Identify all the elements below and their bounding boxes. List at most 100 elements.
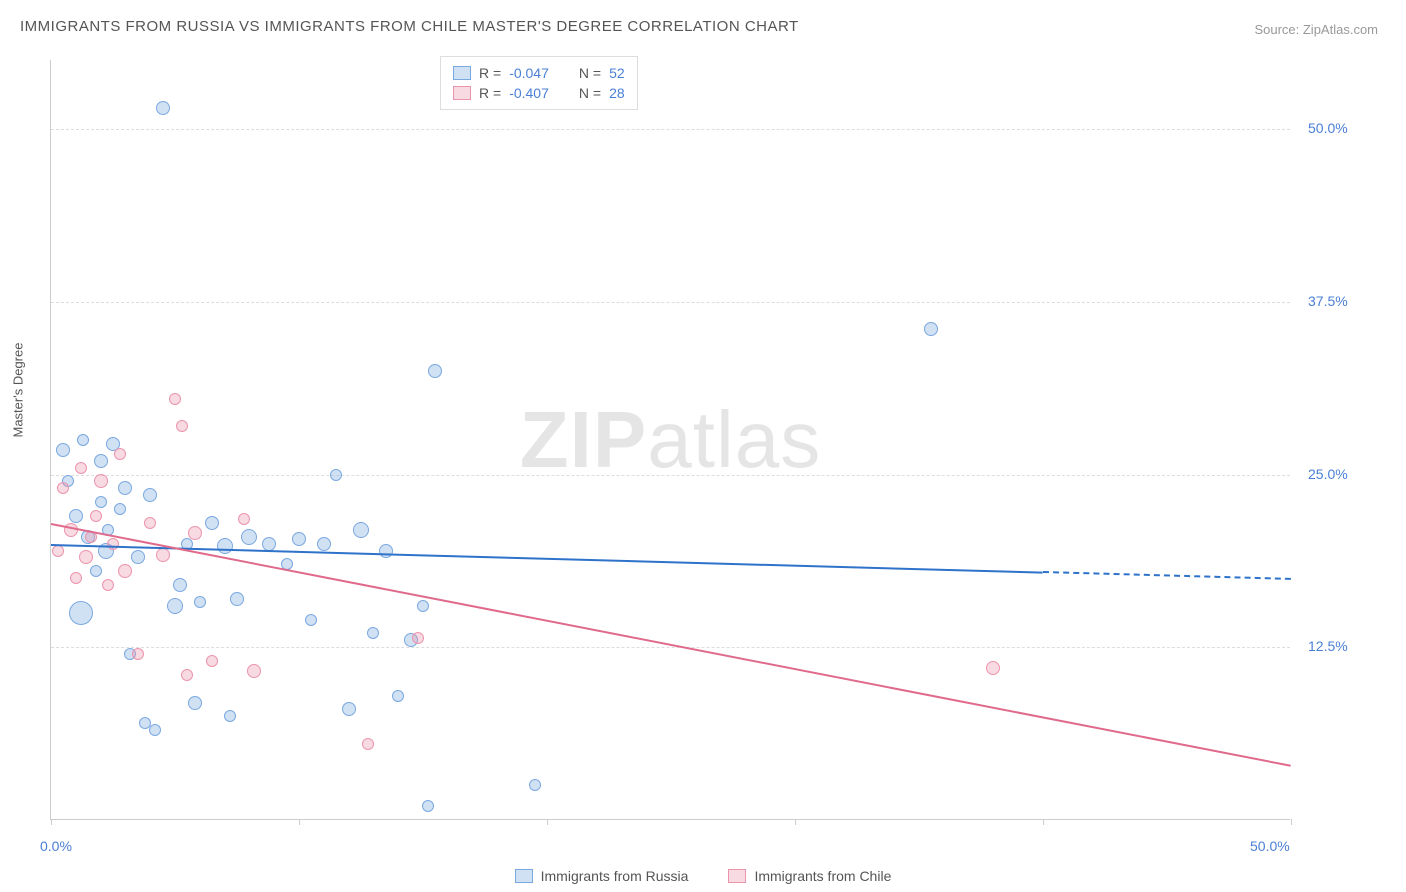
data-point bbox=[69, 601, 93, 625]
x-tick bbox=[1291, 819, 1292, 825]
data-point bbox=[70, 572, 82, 584]
data-point bbox=[69, 509, 83, 523]
gridline bbox=[51, 129, 1290, 130]
data-point bbox=[194, 596, 206, 608]
x-tick-label: 0.0% bbox=[40, 838, 72, 854]
data-point bbox=[167, 598, 183, 614]
data-point bbox=[392, 690, 404, 702]
data-point bbox=[342, 702, 356, 716]
data-point bbox=[230, 592, 244, 606]
legend-swatch bbox=[453, 86, 471, 100]
data-point bbox=[77, 434, 89, 446]
chart-title: IMMIGRANTS FROM RUSSIA VS IMMIGRANTS FRO… bbox=[20, 18, 799, 35]
data-point bbox=[412, 632, 424, 644]
data-point bbox=[986, 661, 1000, 675]
data-point bbox=[131, 550, 145, 564]
gridline bbox=[51, 647, 1290, 648]
stat-r-value: -0.407 bbox=[509, 85, 549, 101]
data-point bbox=[205, 516, 219, 530]
data-point bbox=[144, 517, 156, 529]
y-axis-label: Master's Degree bbox=[11, 343, 26, 438]
stat-r-value: -0.047 bbox=[509, 65, 549, 81]
data-point bbox=[156, 101, 170, 115]
data-point bbox=[114, 503, 126, 515]
data-point bbox=[149, 724, 161, 736]
data-point bbox=[367, 627, 379, 639]
data-point bbox=[90, 510, 102, 522]
data-point bbox=[224, 710, 236, 722]
legend-stat-row: R = -0.407 N = 28 bbox=[453, 83, 625, 103]
data-point bbox=[353, 522, 369, 538]
stat-n-value: 52 bbox=[609, 65, 625, 81]
data-point bbox=[75, 462, 87, 474]
legend-item: Immigrants from Chile bbox=[728, 868, 891, 884]
data-point bbox=[94, 474, 108, 488]
data-point bbox=[95, 496, 107, 508]
data-point bbox=[188, 696, 202, 710]
data-point bbox=[118, 564, 132, 578]
legend-label: Immigrants from Russia bbox=[541, 868, 689, 884]
data-point bbox=[529, 779, 541, 791]
data-point bbox=[90, 565, 102, 577]
y-tick-label: 50.0% bbox=[1308, 120, 1348, 136]
data-point bbox=[428, 364, 442, 378]
x-tick bbox=[547, 819, 548, 825]
stat-n-label: N = bbox=[579, 65, 601, 81]
data-point bbox=[114, 448, 126, 460]
stat-r-label: R = bbox=[479, 65, 501, 81]
data-point bbox=[169, 393, 181, 405]
data-point bbox=[217, 538, 233, 554]
x-tick bbox=[795, 819, 796, 825]
data-point bbox=[238, 513, 250, 525]
source-label: Source: ZipAtlas.com bbox=[1254, 22, 1378, 37]
data-point bbox=[262, 537, 276, 551]
data-point bbox=[143, 488, 157, 502]
data-point bbox=[102, 579, 114, 591]
data-point bbox=[173, 578, 187, 592]
data-point bbox=[176, 420, 188, 432]
data-point bbox=[132, 648, 144, 660]
data-point bbox=[305, 614, 317, 626]
data-point bbox=[118, 481, 132, 495]
legend-swatch bbox=[728, 869, 746, 883]
plot-area: ZIPatlas bbox=[50, 60, 1290, 820]
data-point bbox=[417, 600, 429, 612]
data-point bbox=[188, 526, 202, 540]
data-point bbox=[247, 664, 261, 678]
data-point bbox=[206, 655, 218, 667]
data-point bbox=[79, 550, 93, 564]
stat-r-label: R = bbox=[479, 85, 501, 101]
stat-n-label: N = bbox=[579, 85, 601, 101]
gridline bbox=[51, 475, 1290, 476]
data-point bbox=[241, 529, 257, 545]
data-point bbox=[94, 454, 108, 468]
watermark: ZIPatlas bbox=[520, 394, 821, 486]
trend-line bbox=[51, 523, 1291, 767]
x-tick bbox=[299, 819, 300, 825]
trend-line bbox=[51, 544, 1043, 574]
legend-swatch bbox=[453, 66, 471, 80]
legend-swatch bbox=[515, 869, 533, 883]
legend-stat-row: R = -0.047 N = 52 bbox=[453, 63, 625, 83]
trend-line-dashed bbox=[1043, 571, 1291, 580]
data-point bbox=[924, 322, 938, 336]
data-point bbox=[330, 469, 342, 481]
stat-n-value: 28 bbox=[609, 85, 625, 101]
legend-label: Immigrants from Chile bbox=[754, 868, 891, 884]
y-tick-label: 12.5% bbox=[1308, 638, 1348, 654]
series-legend: Immigrants from Russia Immigrants from Ch… bbox=[0, 868, 1406, 884]
correlation-legend: R = -0.047 N = 52 R = -0.407 N = 28 bbox=[440, 56, 638, 110]
y-tick-label: 37.5% bbox=[1308, 293, 1348, 309]
gridline bbox=[51, 302, 1290, 303]
data-point bbox=[56, 443, 70, 457]
x-tick bbox=[51, 819, 52, 825]
data-point bbox=[422, 800, 434, 812]
y-tick-label: 25.0% bbox=[1308, 466, 1348, 482]
data-point bbox=[156, 548, 170, 562]
data-point bbox=[317, 537, 331, 551]
x-tick-label: 50.0% bbox=[1250, 838, 1290, 854]
data-point bbox=[292, 532, 306, 546]
data-point bbox=[362, 738, 374, 750]
x-tick bbox=[1043, 819, 1044, 825]
data-point bbox=[57, 482, 69, 494]
